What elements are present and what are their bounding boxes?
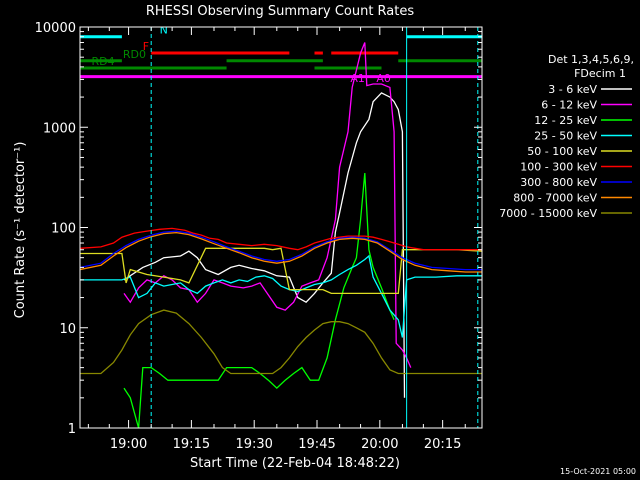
series-line-25-50-kev (80, 254, 482, 338)
series-line-50-100-kev (80, 247, 482, 295)
legend-entry-label: 3 - 6 keV (548, 83, 597, 96)
legend-entry-label: 25 - 50 keV (534, 130, 597, 143)
series-line-7000-15000-kev (80, 309, 482, 375)
x-tick-label: 20:15 (424, 437, 461, 452)
series-line-3-6-kev (123, 92, 406, 398)
legend-entry-label: 100 - 300 keV (520, 161, 597, 174)
x-axis: 19:00 19:15 19:30 19:45 20:00 20:15 (87, 27, 466, 452)
chart-title: RHESSI Observing Summary Count Rates (146, 4, 415, 19)
y-tick-label: 100 (51, 222, 76, 237)
flag-label: RD0 (123, 48, 146, 61)
vertical-markers (80, 27, 479, 428)
series-line-12-25-kev (123, 172, 395, 428)
flag-label: RD4 (91, 55, 114, 68)
y-tick-label: 1 (68, 422, 76, 437)
flag-label: N (160, 24, 168, 37)
attenuator-label: A1 (350, 72, 365, 85)
x-tick-label: 19:30 (235, 437, 272, 452)
legend-entry-label: 12 - 25 keV (534, 114, 597, 127)
legend-entry-label: 6 - 12 keV (541, 99, 597, 112)
legend-entry-label: 50 - 100 keV (527, 145, 597, 158)
x-tick-label: 19:15 (173, 437, 210, 452)
y-tick-label: 10000 (35, 21, 76, 36)
y-axis: 1 10 100 1000 10000 (35, 21, 482, 437)
legend: Det 1,3,4,5,6,9, FDecim 1 3 - 6 keV 6 - 1… (499, 53, 634, 220)
timestamp: 15-Oct-2021 05:00 (560, 467, 636, 476)
legend-subtitle: FDecim 1 (574, 67, 626, 80)
legend-entry-label: 300 - 800 keV (520, 176, 597, 189)
flag-label: F (143, 40, 149, 53)
legend-entry-label: 7000 - 15000 keV (499, 207, 597, 220)
y-axis-label: Count Rate (s⁻¹ detector⁻¹) (13, 142, 28, 319)
legend-entry-label: 800 - 7000 keV (513, 192, 597, 205)
attenuator-label: A0 (376, 72, 391, 85)
legend-title: Det 1,3,4,5,6,9, (548, 53, 634, 66)
x-tick-label: 20:00 (361, 437, 398, 452)
series-line-100-300-kev (80, 227, 482, 251)
series-lines (80, 42, 482, 428)
y-tick-label: 10 (59, 322, 76, 337)
x-axis-label: Start Time (22-Feb-04 18:48:22) (190, 456, 400, 471)
series-line-6-12-kev (123, 42, 412, 368)
series-line-800-7000-kev (80, 231, 482, 273)
y-tick-label: 1000 (43, 121, 76, 136)
x-tick-label: 19:45 (298, 437, 335, 452)
x-tick-label: 19:00 (110, 437, 147, 452)
series-line-300-800-kev (80, 230, 482, 271)
